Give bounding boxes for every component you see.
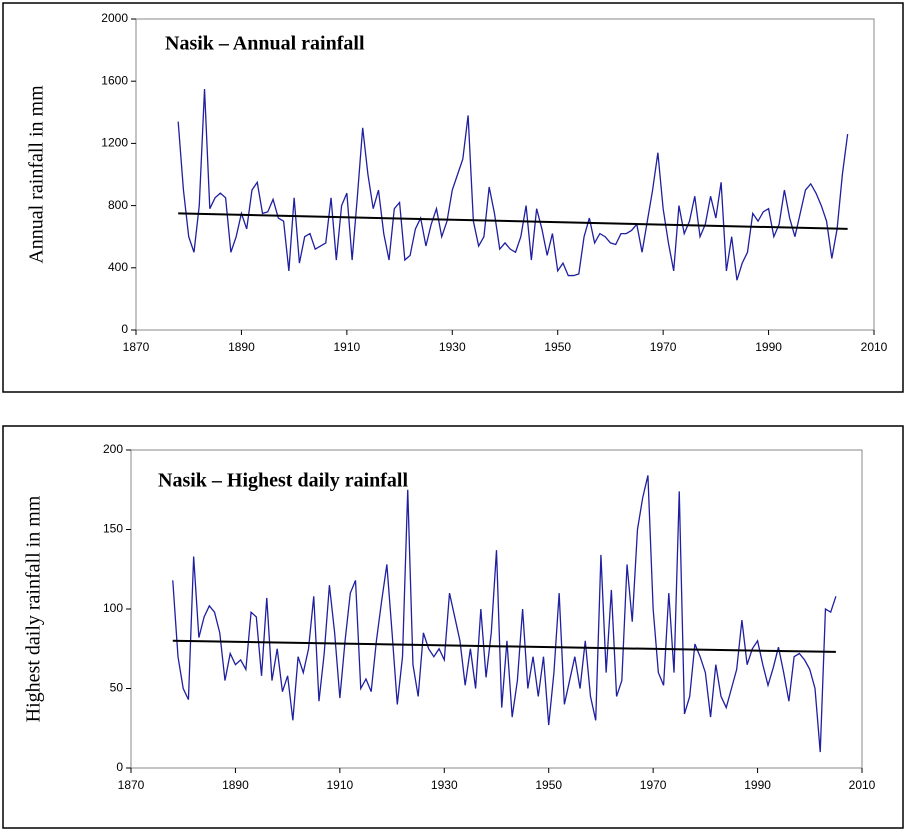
y-tick-label: 800	[108, 198, 128, 212]
x-tick-label: 1950	[535, 778, 562, 792]
y-tick-label: 1600	[101, 73, 128, 87]
x-tick-label: 1910	[334, 340, 361, 354]
chart-frame	[2, 2, 904, 393]
y-tick-label: 150	[103, 522, 123, 536]
y-tick-label: 50	[110, 681, 124, 695]
x-tick-label: 1970	[650, 340, 677, 354]
data-line	[172, 475, 837, 753]
y-tick-label: 400	[108, 260, 128, 274]
x-tick-label: 1890	[222, 778, 249, 792]
trend-line	[178, 212, 848, 230]
data-line	[177, 88, 849, 281]
x-tick-label: 1870	[118, 778, 145, 792]
y-tick-label: 0	[116, 760, 123, 774]
x-tick-label: 1990	[744, 778, 771, 792]
y-tick-label: 1200	[101, 136, 128, 150]
x-tick-label: 1970	[640, 778, 667, 792]
y-tick-label: 100	[103, 601, 123, 615]
x-tick-label: 1950	[544, 340, 571, 354]
x-tick-label: 2010	[849, 778, 876, 792]
chart-title: Nasik – Highest daily rainfall	[158, 470, 408, 492]
y-tick-label: 200	[103, 442, 123, 456]
x-tick-label: 1910	[327, 778, 354, 792]
x-tick-label: 2010	[861, 340, 888, 354]
y-tick-label: 2000	[101, 11, 128, 25]
y-axis-label: Annual rainfall in mm	[26, 85, 48, 264]
trend-line	[172, 639, 836, 653]
plot-area	[130, 449, 863, 769]
x-tick-label: 1930	[439, 340, 466, 354]
y-tick-label: 0	[121, 322, 128, 336]
x-tick-label: 1870	[123, 340, 150, 354]
x-tick-label: 1990	[755, 340, 782, 354]
chart-frame	[2, 425, 904, 829]
x-tick-label: 1930	[431, 778, 458, 792]
chart-title: Nasik – Annual rainfall	[165, 33, 365, 55]
plot-area	[135, 18, 875, 331]
x-tick-label: 1890	[228, 340, 255, 354]
y-axis-label: Highest daily rainfall in mm	[23, 495, 45, 722]
